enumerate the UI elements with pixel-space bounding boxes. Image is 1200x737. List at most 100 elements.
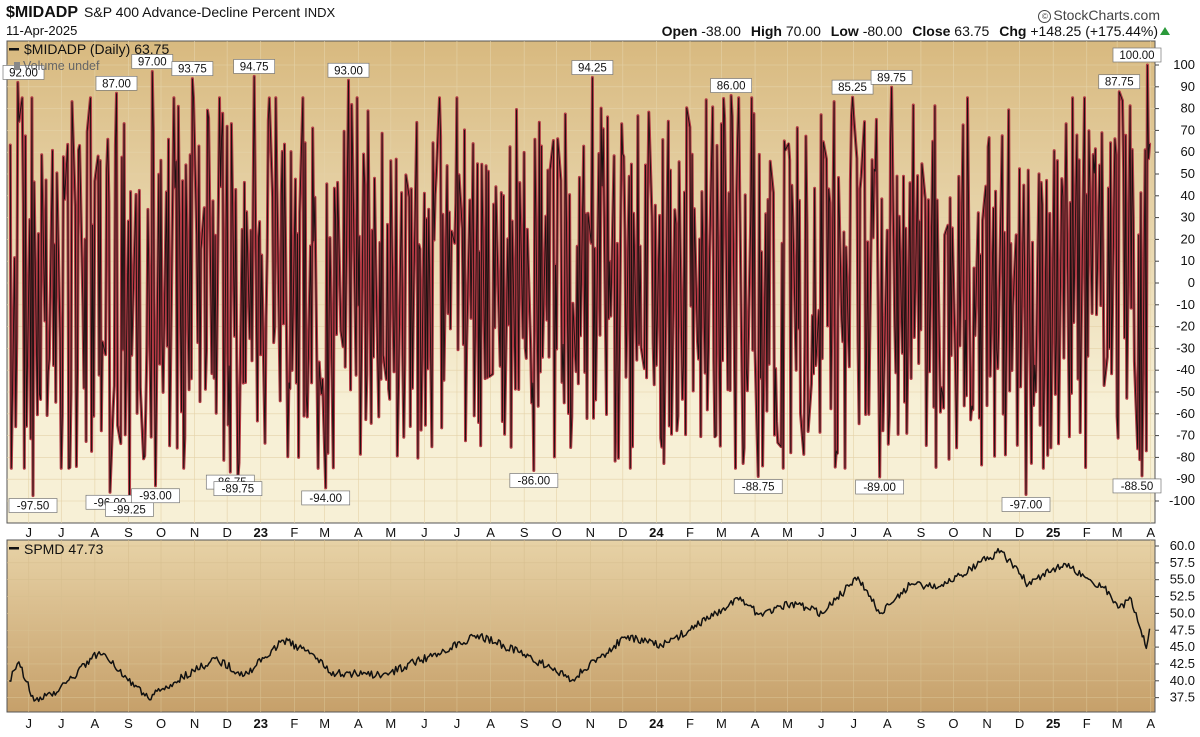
spmd-xtick-label: S [917,716,926,731]
ad-xtick-label: M [385,525,396,540]
ad-xtick-label: J [850,525,857,540]
ad-xtick-label: D [618,525,627,540]
spmd-ytick-label: 52.5 [1170,589,1195,604]
ad-annotation-box [571,60,614,75]
symbol-text: $MIDADP [6,4,79,21]
ad-xtick-label: N [982,525,991,540]
ad-xtick-label: J [818,525,825,540]
ad-xtick-label: O [156,525,166,540]
spmd-xtick-label: J [421,716,428,731]
spmd-xtick-label: O [552,716,562,731]
spmd-xtick-label: M [319,716,330,731]
close-label: Close [912,23,951,39]
spmd-xtick-label: 23 [254,716,268,731]
ad-xtick-label: D [222,525,231,540]
spmd-xtick-label: D [222,716,231,731]
ad-ytick-label: 40 [1181,188,1195,203]
spmd-xtick-label: J [26,716,33,731]
low-label: Low [830,23,859,39]
ad-xtick-label: M [716,525,727,540]
spmd-xtick-label: D [1015,716,1024,731]
ad-annotation-box [131,488,180,504]
ad-annotation-box [733,479,783,494]
ad-annotation-box [327,62,370,78]
spmd-xtick-label: J [58,716,65,731]
ad-annotation-label: -99.25 [113,504,146,516]
chart-symbol-header: $MIDADP S&P 400 Advance-Decline Percent IN… [6,4,335,22]
ad-ytick-label: -70 [1176,428,1195,443]
ad-xtick-label: J [58,525,65,540]
ad-xtick-label: J [454,525,461,540]
ad-annotation-box [710,78,752,93]
spmd-ytick-label: 55.0 [1170,572,1195,587]
ad-annotation-label: -89.75 [222,484,255,496]
ad-annotation-box [509,473,559,488]
spmd-xtick-label: O [948,716,958,731]
ad-annotation-box [233,59,276,74]
ad-annotation-label: -89.00 [863,482,896,494]
ad-xtick-label: 24 [649,525,664,540]
spmd-xtick-label: J [454,716,461,731]
ad-ytick-label: -30 [1176,340,1195,355]
ad-xtick-label: A [883,525,892,540]
spmd-ytick-label: 47.5 [1170,622,1195,637]
spmd-xtick-label: A [354,716,363,731]
spmd-xtick-label: F [290,716,298,731]
ad-annotation-box [1098,74,1141,90]
spmd-ytick-label: 50.0 [1170,605,1195,620]
ad-ytick-label: -100 [1169,493,1195,508]
ad-ytick-label: 30 [1181,210,1195,225]
ad-ytick-label: 90 [1181,79,1195,94]
ad-xtick-label: F [290,525,298,540]
spmd-xtick-label: A [486,716,495,731]
spmd-xtick-label: A [91,716,100,731]
ad-annotation-label: 89.75 [877,72,906,84]
ad-xtick-label: N [190,525,199,540]
ad-annotation-box [870,69,913,85]
ad-annotation-label: 93.00 [334,65,363,77]
ad-xtick-label: S [520,525,529,540]
ad-legend-swatch [9,48,19,51]
ad-xtick-label: F [1083,525,1091,540]
spmd-legend-label: SPMD 47.73 [24,541,104,557]
ad-ytick-label: 20 [1181,231,1195,246]
spmd-xtick-label: D [618,716,627,731]
spmd-plot-area [6,539,1156,713]
spmd-ytick-label: 42.5 [1170,656,1195,671]
ad-annotation-box [171,61,214,76]
ad-xtick-label: A [354,525,363,540]
ad-annotation-label: -88.75 [742,481,775,493]
spmd-ytick-label: 57.5 [1170,555,1195,570]
ad-ytick-label: 10 [1181,253,1195,268]
exchange-label: INDX [304,5,336,20]
ad-annotation-label: 93.75 [178,64,207,76]
ad-xtick-label: M [319,525,330,540]
spmd-xtick-label: M [716,716,727,731]
spmd-ytick-label: 37.5 [1170,690,1195,705]
volume-icon [14,62,20,70]
ad-xtick-label: J [421,525,428,540]
spmd-xtick-label: N [190,716,199,731]
spmd-xtick-label: A [1146,716,1155,731]
spmd-xtick-label: O [156,716,166,731]
spmd-xtick-label: M [782,716,793,731]
chg-value: +148.25 (+175.44%) [1030,23,1158,39]
ad-annotation-label: -86.00 [518,475,551,487]
ad-xtick-label: A [486,525,495,540]
ad-annotation-box [1112,47,1162,63]
high-label: High [750,23,782,39]
ad-ytick-label: -20 [1176,319,1195,334]
ad-annotation-box [301,490,351,506]
spmd-xtick-label: 24 [649,716,664,731]
ad-annotation-label: 92.00 [9,67,38,79]
ad-xtick-label: A [91,525,100,540]
ad-xtick-label: S [124,525,133,540]
ad-xtick-label: D [1015,525,1024,540]
ad-ytick-label: -90 [1176,471,1195,486]
ad-legend-label: $MIDADP (Daily) 63.75 [24,41,169,57]
up-triangle-icon [1160,27,1170,35]
chg-label: Chg [999,23,1027,39]
symbol-description: S&P 400 Advance-Decline Percent [84,4,301,20]
spmd-ytick-label: 60.0 [1170,538,1195,553]
